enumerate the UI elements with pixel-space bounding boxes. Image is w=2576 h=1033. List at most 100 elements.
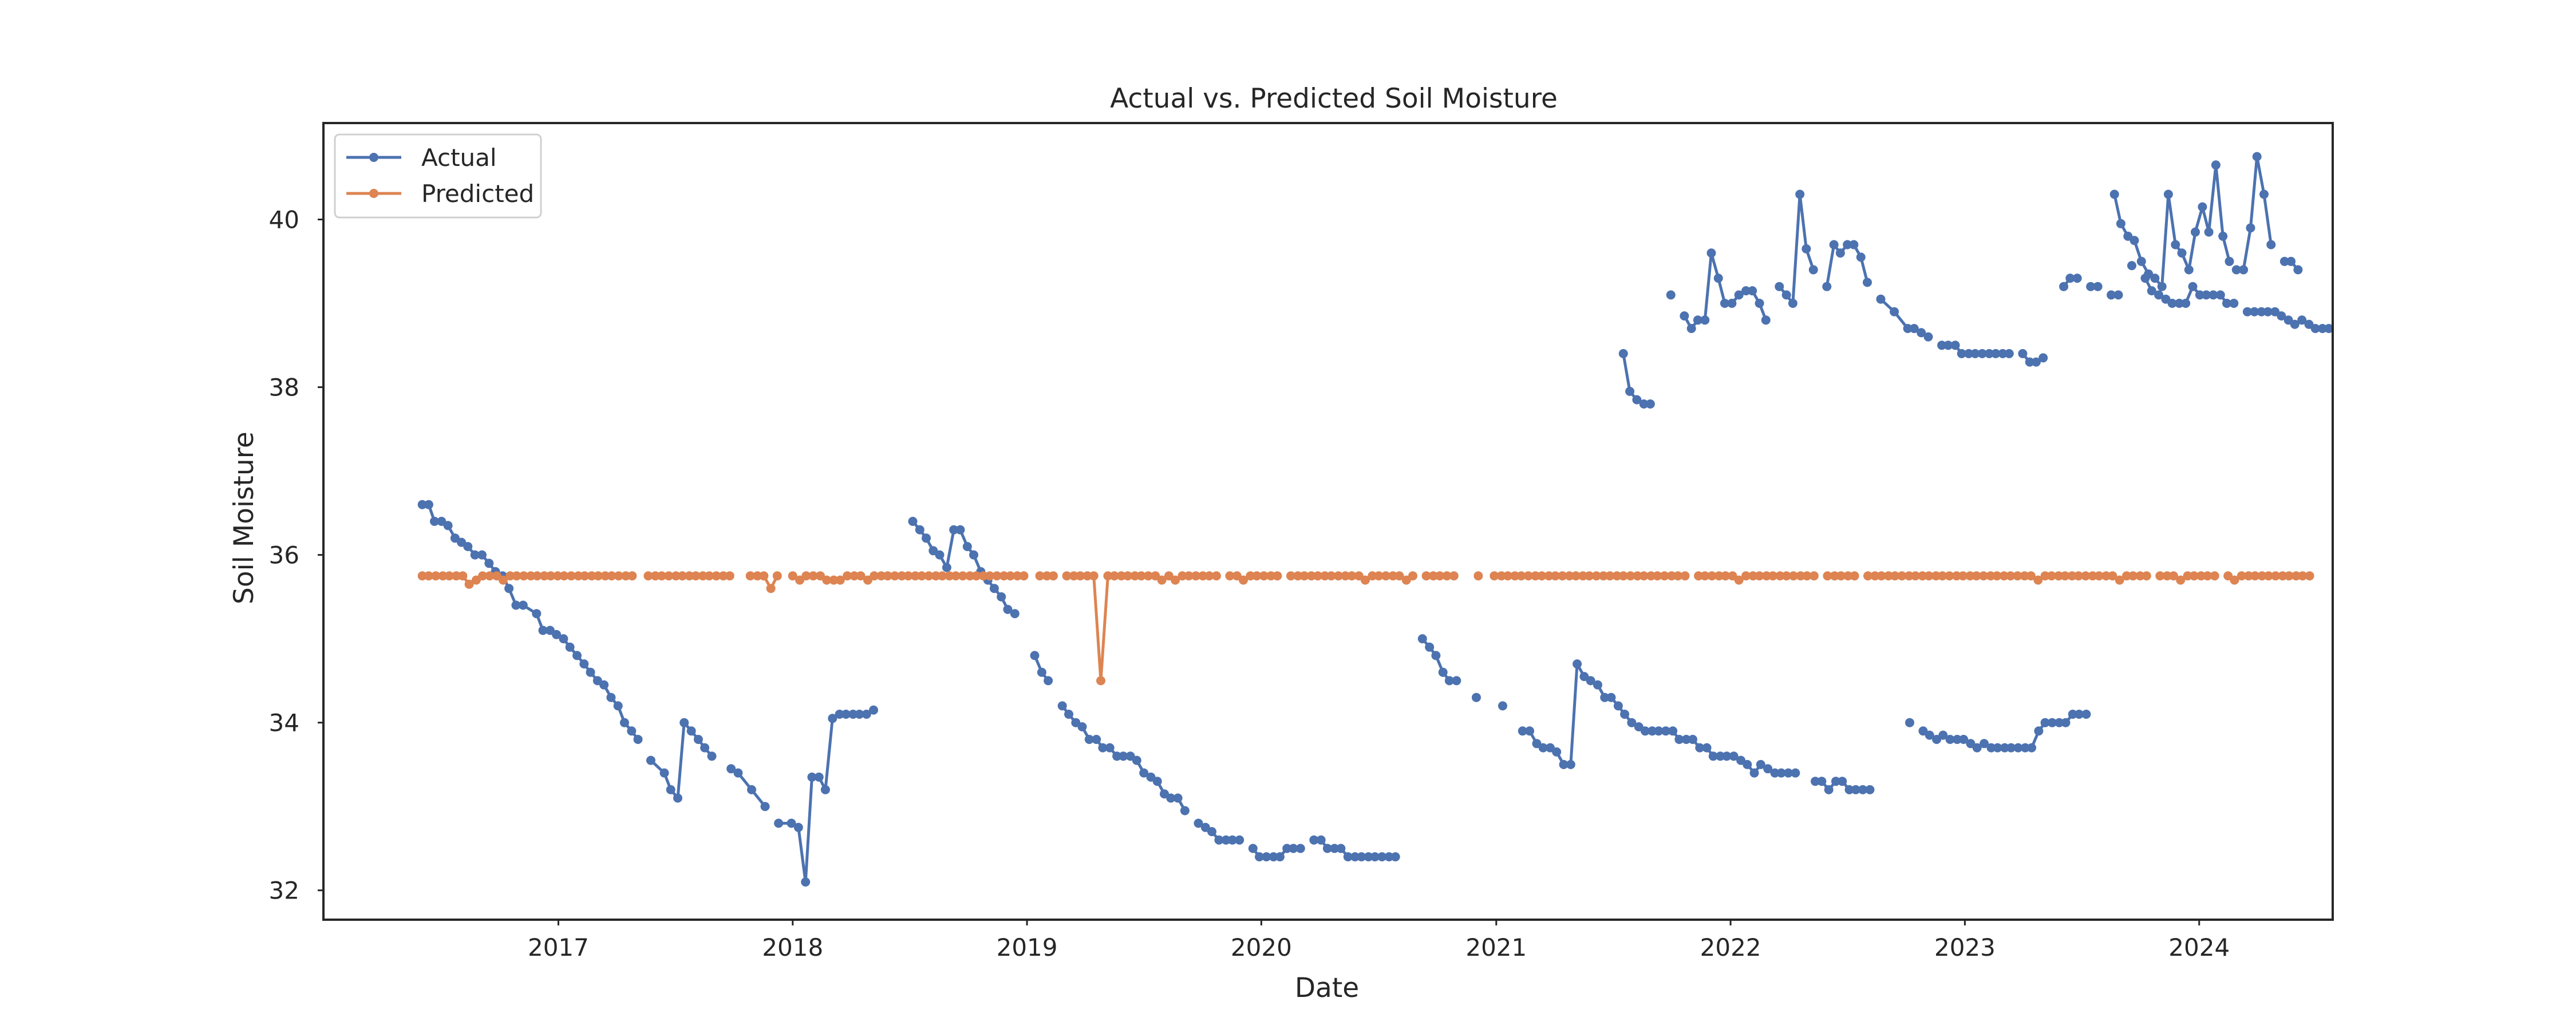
data-point-predicted [2244, 571, 2254, 581]
data-point-actual [1844, 785, 1854, 794]
data-point-predicted [1374, 571, 1384, 581]
data-point-predicted [1286, 571, 1295, 581]
data-point-actual [2167, 299, 2177, 308]
data-point-actual [1749, 768, 1759, 778]
data-point-predicted [657, 571, 666, 581]
data-point-actual [538, 626, 548, 635]
data-point-predicted [2168, 571, 2178, 581]
data-point-actual [1538, 743, 1548, 753]
data-point-actual [1903, 324, 1913, 333]
data-point-predicted [532, 571, 542, 581]
data-point-actual [2075, 710, 2084, 719]
data-point-predicted [1951, 571, 1961, 581]
data-point-predicted [2305, 571, 2314, 581]
data-point-predicted [745, 571, 755, 581]
data-point-actual [2204, 227, 2214, 237]
data-point-actual [1166, 793, 1176, 803]
data-point-predicted [1761, 571, 1771, 581]
data-point-actual [2034, 726, 2044, 736]
data-point-actual [1064, 710, 1073, 719]
data-point-actual [2229, 299, 2239, 308]
data-point-actual [2004, 349, 2014, 358]
data-point-actual [1119, 751, 1128, 761]
data-point-predicted [2196, 571, 2206, 581]
data-point-actual [2277, 311, 2286, 320]
data-point-predicted [431, 571, 441, 581]
data-point-predicted [856, 571, 866, 581]
data-point-actual [848, 710, 858, 719]
data-point-actual [673, 793, 682, 803]
data-point-predicted [1225, 571, 1235, 581]
data-point-actual [1817, 777, 1827, 786]
data-point-actual [2025, 357, 2034, 367]
data-point-predicted [1897, 571, 1907, 581]
data-point-predicted [1320, 571, 1330, 581]
data-point-actual [666, 785, 675, 794]
data-point-actual [2257, 307, 2266, 316]
data-point-actual [1722, 751, 1732, 761]
data-point-actual [942, 563, 951, 572]
data-point-predicted [890, 571, 900, 581]
data-point-actual [1668, 726, 1678, 736]
data-point-actual [1890, 307, 1899, 316]
data-point-predicted [1252, 571, 1262, 581]
data-point-predicted [1191, 571, 1200, 581]
data-point-actual [2242, 307, 2252, 316]
data-point-actual [437, 517, 447, 526]
data-point-actual [1700, 315, 1710, 325]
x-tick-label: 2024 [2168, 933, 2230, 961]
data-point-predicted [1768, 571, 1778, 581]
data-point-actual [1943, 341, 1953, 350]
data-point-predicted [1130, 571, 1140, 581]
data-point-predicted [2155, 571, 2165, 581]
data-point-predicted [650, 571, 660, 581]
data-point-predicted [1341, 571, 1350, 581]
data-point-predicted [1544, 571, 1554, 581]
data-point-predicted [566, 571, 576, 581]
data-point-predicted [1945, 571, 1954, 581]
data-point-actual [1105, 743, 1115, 753]
data-point-actual [579, 659, 589, 669]
data-point-predicted [965, 571, 975, 581]
data-point-actual [613, 701, 623, 711]
data-point-predicted [1667, 571, 1676, 581]
data-point-predicted [2237, 571, 2246, 581]
data-point-predicted [883, 571, 892, 581]
data-point-predicted [1618, 571, 1628, 581]
data-point-predicted [2020, 571, 2029, 581]
x-tick-label: 2023 [1934, 933, 1996, 961]
data-point-actual [1613, 701, 1623, 711]
data-point-actual [2040, 718, 2050, 727]
data-point-predicted [1069, 571, 1078, 581]
data-point-actual [2127, 261, 2136, 271]
data-point-predicted [1144, 571, 1153, 581]
data-point-actual [592, 676, 602, 686]
data-point-actual [2020, 743, 2030, 753]
data-point-actual [1444, 676, 1454, 686]
data-point-actual [2038, 353, 2048, 363]
data-point-predicted [1523, 571, 1533, 581]
plot-frame [322, 122, 2334, 921]
data-point-actual [606, 692, 616, 702]
data-point-actual [2136, 256, 2146, 266]
data-point-predicted [1958, 571, 1968, 581]
data-point-predicted [1368, 571, 1377, 581]
data-point-actual [1876, 294, 1886, 304]
data-point-actual [619, 718, 629, 727]
x-tick-label: 2020 [1231, 933, 1292, 961]
data-point-predicted [2122, 571, 2131, 581]
data-point-actual [1680, 311, 1689, 320]
data-point-predicted [643, 571, 653, 581]
data-point-actual [1336, 844, 1346, 853]
data-point-actual [1654, 726, 1664, 736]
data-point-predicted [897, 571, 907, 581]
data-point-predicted [1599, 571, 1609, 581]
data-point-predicted [1178, 571, 1187, 581]
data-point-actual [1950, 341, 1960, 350]
data-point-actual [633, 735, 643, 744]
data-point-actual [2107, 290, 2116, 300]
data-point-predicted [1748, 571, 1758, 581]
data-point-actual [1316, 835, 1326, 845]
data-point-actual [1364, 852, 1373, 862]
data-point-actual [2181, 299, 2191, 308]
